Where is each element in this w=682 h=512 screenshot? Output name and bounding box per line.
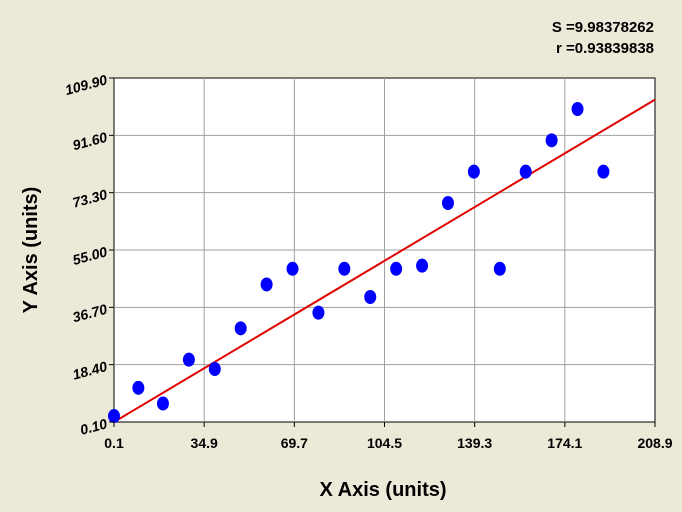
x-tick-label: 139.3 <box>457 435 492 451</box>
x-axis-ticks: 0.1 34.9 69.7 104.5 139.3 174.1 208.9 <box>104 422 673 451</box>
data-point <box>234 321 247 336</box>
y-tick-label: 109.90 <box>63 71 109 98</box>
y-axis-ticks: 0.10 18.40 36.70 55.00 73.30 91.60 109.90 <box>63 71 114 438</box>
data-point <box>286 261 299 276</box>
data-point <box>312 305 325 320</box>
x-tick-label: 208.9 <box>637 435 672 451</box>
std-error-label: S =9.98378262 <box>551 19 654 36</box>
grid-lines <box>114 78 655 422</box>
x-tick-label: 174.1 <box>547 435 582 451</box>
data-point <box>108 409 120 424</box>
data-points <box>108 102 610 424</box>
data-point <box>364 289 377 304</box>
y-tick-label: 18.40 <box>71 358 109 383</box>
data-point <box>416 258 429 273</box>
x-tick-label: 104.5 <box>367 435 402 451</box>
x-tick-label: 34.9 <box>191 435 218 451</box>
correlation-label: r =0.93839838 <box>555 40 654 57</box>
y-tick-label: 73.30 <box>71 186 109 211</box>
data-point <box>260 277 273 292</box>
data-point <box>208 362 221 377</box>
x-axis-title: X Axis (units) <box>319 479 446 501</box>
data-point <box>597 164 610 179</box>
data-point <box>571 102 584 117</box>
fit-line <box>113 98 656 423</box>
data-point <box>545 133 558 148</box>
data-point <box>156 396 169 411</box>
data-point <box>467 164 480 179</box>
x-tick-label: 0.1 <box>104 435 124 451</box>
data-point <box>338 261 351 276</box>
data-point <box>493 261 506 276</box>
data-point <box>182 352 195 367</box>
y-axis-title: Y Axis (units) <box>20 187 42 314</box>
x-tick-label: 69.7 <box>281 435 308 451</box>
data-point <box>441 196 454 211</box>
regression-line <box>113 98 656 423</box>
y-tick-label: 36.70 <box>71 301 109 326</box>
data-point <box>519 164 532 179</box>
y-tick-label: 55.00 <box>71 243 109 268</box>
data-point <box>390 261 403 276</box>
data-point <box>132 380 145 395</box>
y-tick-label: 0.10 <box>78 415 109 438</box>
statistics-readout: S =9.98378262 r =0.93839838 <box>552 17 654 59</box>
y-tick-label: 91.60 <box>71 129 109 154</box>
